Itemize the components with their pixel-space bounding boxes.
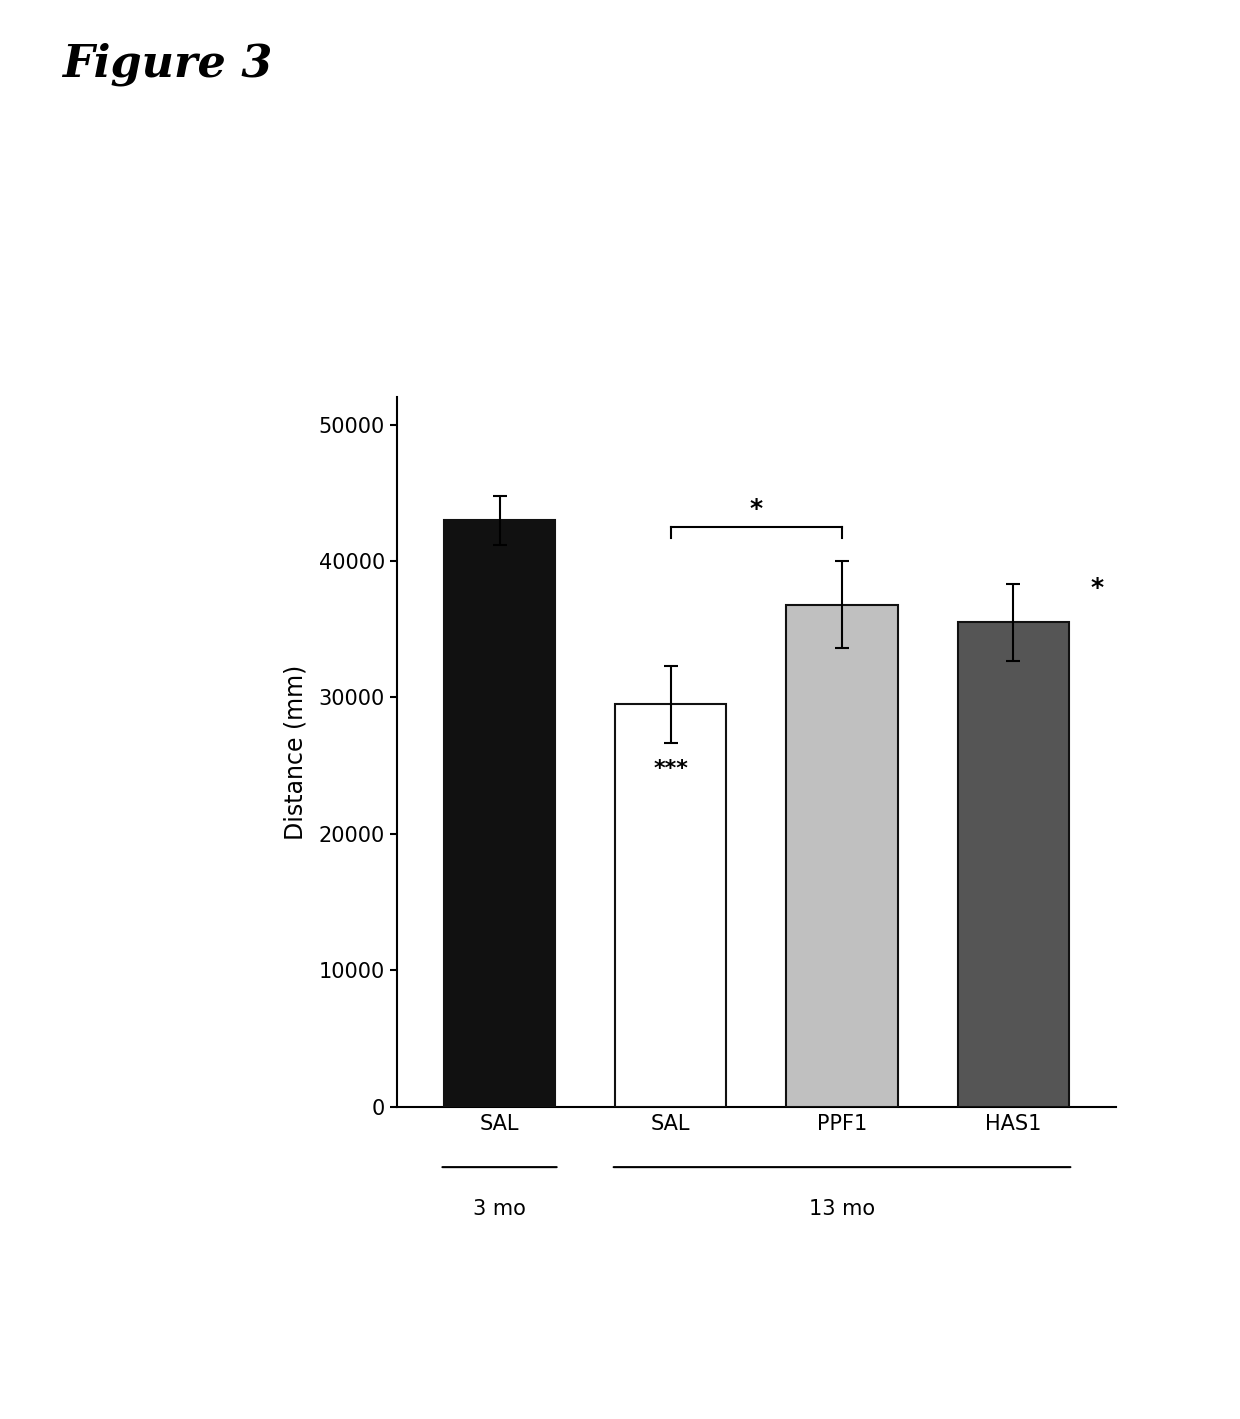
Text: Figure 3: Figure 3 bbox=[62, 43, 273, 87]
Text: *: * bbox=[750, 498, 763, 522]
Y-axis label: Distance (mm): Distance (mm) bbox=[284, 664, 308, 840]
Text: *: * bbox=[1090, 576, 1104, 600]
Text: ***: *** bbox=[653, 759, 688, 779]
Text: 13 mo: 13 mo bbox=[808, 1199, 875, 1219]
Text: 3 mo: 3 mo bbox=[474, 1199, 526, 1219]
Bar bbox=[957, 623, 1069, 1107]
Bar bbox=[615, 704, 727, 1107]
Bar bbox=[786, 604, 898, 1107]
Bar bbox=[444, 521, 556, 1107]
